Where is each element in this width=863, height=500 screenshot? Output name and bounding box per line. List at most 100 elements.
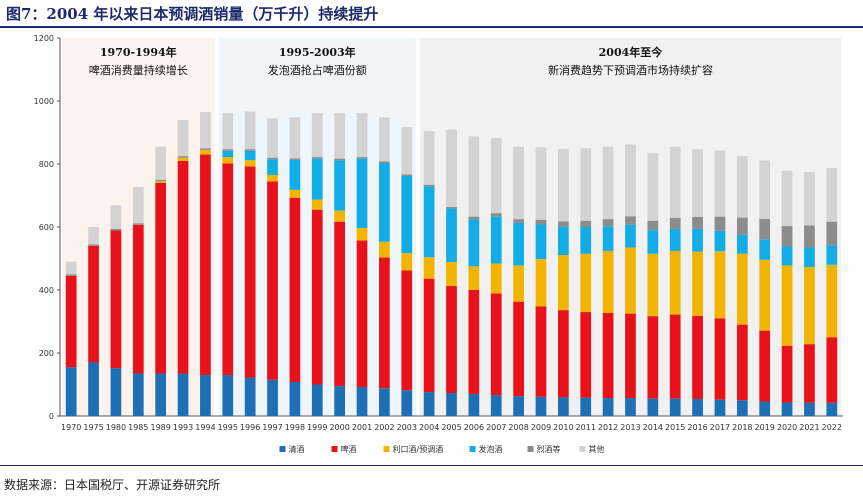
bar-segment (490, 138, 502, 214)
bar-segment (356, 227, 368, 241)
bar-segment (88, 244, 99, 246)
bar-segment (736, 324, 748, 401)
bar-segment (647, 316, 659, 399)
legend-label: 其他 (589, 444, 605, 454)
bar-segment (714, 251, 726, 319)
x-tick-label: 1996 (240, 423, 260, 432)
bar-segment (647, 152, 659, 221)
bar-segment (65, 274, 77, 276)
bar-segment (177, 373, 189, 416)
bar-segment (110, 205, 122, 229)
bar-segment (379, 161, 390, 164)
x-tick-label: 2018 (732, 423, 752, 432)
bar-segment (625, 313, 636, 399)
bar-segment (759, 330, 771, 402)
bar-segment (535, 147, 547, 220)
bar-segment (669, 217, 681, 229)
bar-segment (222, 112, 234, 150)
stacked-bar-chart: 0 200 400 600 800 1000 1200 1970 1975 1980 1985 198… (34, 34, 843, 454)
bar-segment (88, 245, 99, 363)
bar-segment (468, 393, 480, 416)
x-tick-label: 2019 (755, 423, 775, 432)
bar-segment (401, 390, 413, 416)
bar-segment (132, 186, 144, 224)
bar-segment (200, 375, 211, 416)
bar-segment (155, 179, 167, 182)
legend-swatch (331, 446, 338, 452)
bar-segment (669, 314, 681, 399)
bar-segment (423, 278, 435, 393)
source-note: 数据来源：日本国税厅、开源证券研究所 (4, 478, 221, 492)
bar-segment (267, 175, 278, 182)
bar-segment (647, 220, 659, 231)
bar-segment (736, 253, 748, 325)
bar-segment (490, 263, 502, 294)
bar-segment (289, 381, 301, 416)
bar-segment (826, 264, 838, 338)
bar-segment (401, 127, 413, 175)
bar-segment (647, 230, 659, 254)
bar-segment (311, 157, 323, 159)
bar-segment (289, 189, 301, 198)
bar-segment (804, 247, 815, 268)
bar-segment (781, 246, 793, 266)
bar-segment (513, 222, 524, 266)
x-tick-label: 2021 (799, 423, 819, 432)
bar-segment (311, 158, 323, 200)
bar-segment (289, 159, 301, 190)
bar-segment (311, 112, 323, 158)
bar-segment (446, 129, 457, 207)
bar-segment (625, 247, 636, 314)
bar-segment (289, 117, 301, 159)
bar-segment (714, 216, 726, 231)
legend-label: 清酒 (289, 444, 305, 454)
bar-segment (446, 206, 457, 209)
x-tick-label: 2005 (441, 423, 461, 432)
bar-segment (155, 146, 167, 180)
legend-label: 发泡酒 (479, 444, 503, 454)
bar-segment (781, 226, 793, 247)
x-tick-label: 2003 (397, 423, 417, 432)
bar-segment (468, 216, 480, 220)
bar-segment (289, 197, 301, 382)
bar-segment (356, 158, 368, 228)
bar-segment (804, 225, 815, 248)
bar-segment (669, 250, 681, 315)
bar-segment (736, 234, 748, 254)
bar-segment (736, 156, 748, 218)
x-tick-label: 1989 (150, 423, 170, 432)
y-tick-label: 200 (39, 349, 54, 358)
bar-segment (334, 221, 346, 387)
bar-segment (244, 150, 256, 161)
bar-segment (669, 398, 681, 416)
y-tick-label: 1000 (34, 97, 54, 106)
bar-segment (557, 310, 569, 398)
bar-segment (379, 388, 390, 416)
legend-swatch (527, 446, 534, 452)
x-tick-label: 2006 (464, 423, 484, 432)
bar-segment (311, 199, 323, 210)
bar-segment (557, 397, 569, 416)
y-tick-label: 400 (39, 286, 54, 295)
bar-segment (334, 210, 346, 222)
bar-segment (580, 148, 592, 221)
bar-segment (200, 149, 211, 155)
bar-segment (379, 257, 390, 389)
bar-segment (244, 377, 256, 416)
era-subtitle-1: 啤酒消费量持续增长 (89, 63, 188, 77)
x-tick-label: 2008 (508, 423, 528, 432)
bar-segment (714, 230, 726, 252)
bar-segment (714, 150, 726, 217)
x-tick-label: 1998 (285, 423, 305, 432)
bar-segment (222, 149, 234, 151)
x-tick-label: 2020 (777, 423, 797, 432)
bar-segment (334, 112, 346, 159)
x-tick-label: 2014 (643, 423, 663, 432)
legend-swatch (279, 446, 286, 452)
bar-segment (602, 226, 614, 251)
bar-segment (401, 270, 413, 391)
bar-segment (490, 293, 502, 396)
bar-segment (826, 221, 838, 246)
bar-segment (759, 239, 771, 260)
